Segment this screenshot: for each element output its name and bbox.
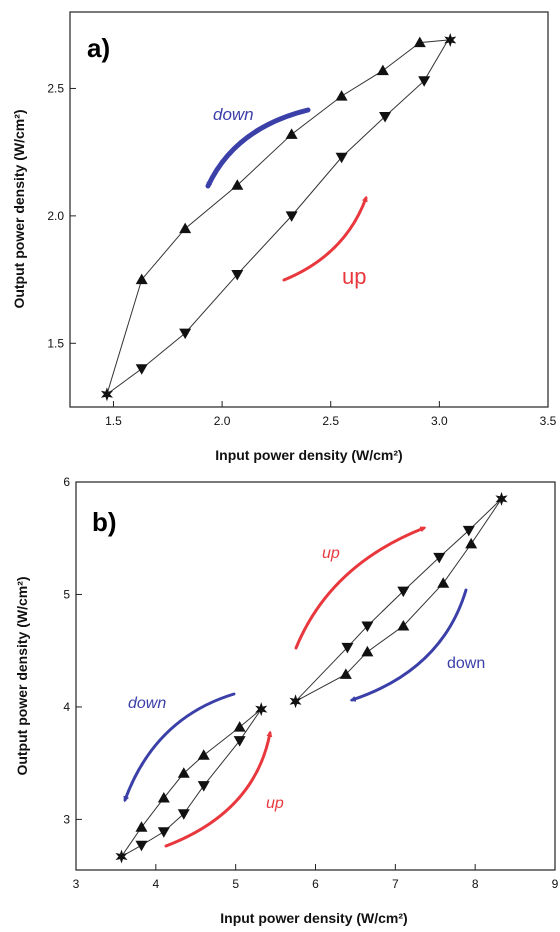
data-point-triangle-up [376,64,389,76]
up-arrow-b-lower [164,730,273,848]
up-arrow-b-upper [294,526,427,650]
y-tick-label: 3 [63,812,70,826]
data-point-star [255,702,268,717]
data-point-triangle-up [135,821,148,832]
panel-label-a: a) [87,33,110,63]
data-point-triangle-up [157,792,170,803]
down-arrow-b-upper [349,588,468,702]
y-tick-label: 2.5 [47,81,64,95]
y-tick-label: 5 [63,587,70,601]
down-label-a: down [213,105,254,124]
data-point-triangle-up [397,619,410,631]
x-tick-label: 2.5 [322,414,339,428]
data-point-triangle-down [433,552,446,564]
series-line-a-1 [106,39,449,395]
data-point-triangle-down [135,364,148,375]
data-point-triangle-up [135,273,148,285]
x-ticks-a: 1.5 2.0 2.5 3.0 3.5 [105,401,557,428]
x-tick-label: 5 [232,877,239,891]
panel-a: 1.5 2.0 2.5 3.0 3.5 1.5 2.0 2.5 a) Input power… [11,11,557,463]
data-point-triangle-down [135,840,148,852]
x-axis-label-a: Input power density (W/cm²) [215,447,402,463]
up-label-b-lower: up [266,795,284,812]
x-tick-label: 3.5 [540,414,557,428]
down-arrow-b-lower [123,692,236,803]
x-tick-label: 9 [552,877,559,891]
x-tick-label: 8 [472,877,479,891]
data-point-triangle-down [231,269,244,281]
chart-marks-b [115,491,508,864]
x-tick-label: 1.5 [105,414,122,428]
data-point-triangle-up [339,668,352,679]
data-point-triangle-up [335,90,348,101]
up-label-b-upper: up [322,545,340,562]
x-tick-label: 6 [312,877,319,891]
data-point-triangle-down [335,152,348,164]
x-axis-label-b: Input power density (W/cm²) [220,910,407,926]
data-point-star [100,387,113,402]
down-arrow-a [205,107,311,189]
y-tick-label: 2.0 [47,209,64,223]
data-point-triangle-up [233,721,246,732]
x-tick-label: 4 [152,877,159,891]
data-point-triangle-down [197,781,210,792]
data-point-star [444,33,457,48]
data-point-triangle-down [379,111,392,123]
data-point-triangle-down [179,328,192,340]
chart-marks-a [100,33,457,402]
panel-label-b: b) [92,507,117,537]
series-line-a-0 [106,39,449,395]
data-point-triangle-up [285,128,298,139]
data-point-triangle-down [233,736,246,747]
up-label-a: up [342,264,366,289]
y-tick-label: 4 [63,700,70,714]
x-ticks-b: 3 4 5 6 7 8 9 [73,864,559,891]
data-point-triangle-up [437,577,450,588]
up-arrow-a [282,195,368,282]
down-label-b-upper: down [447,655,485,672]
panel-b: 3 4 5 6 7 8 9 3 4 5 6 b) Input power density (W/c… [14,475,559,926]
data-point-triangle-down [361,621,374,632]
data-point-triangle-up [177,767,190,778]
y-axis-label-b: Output power density (W/cm²) [14,576,30,775]
x-tick-label: 3 [73,877,80,891]
data-point-triangle-up [361,645,374,657]
data-point-triangle-down [285,211,298,222]
data-point-star [289,694,302,709]
y-axis-label-a: Output power density (W/cm²) [11,109,27,308]
y-tick-label: 1.5 [47,336,64,350]
data-point-triangle-up [197,749,210,760]
data-point-triangle-down [418,76,431,87]
y-ticks-b: 3 4 5 6 [63,475,82,826]
data-point-triangle-up [231,179,244,190]
data-point-triangle-up [465,537,478,549]
plot-frame-b [75,481,556,871]
plot-frame-a [69,11,549,408]
y-tick-label: 6 [63,475,70,489]
data-point-triangle-down [157,827,170,838]
down-label-b-lower: down [128,695,166,712]
data-point-triangle-up [179,222,192,234]
x-tick-label: 2.0 [214,414,231,428]
x-tick-label: 7 [392,877,399,891]
data-point-triangle-down [177,809,190,820]
data-point-star [495,491,508,506]
data-point-triangle-up [413,36,426,48]
data-point-triangle-down [397,586,410,598]
data-point-star [115,849,128,864]
data-point-triangle-down [341,642,354,654]
y-ticks-a: 1.5 2.0 2.5 [47,81,76,350]
x-tick-label: 3.0 [431,414,448,428]
data-point-triangle-down [462,525,475,537]
